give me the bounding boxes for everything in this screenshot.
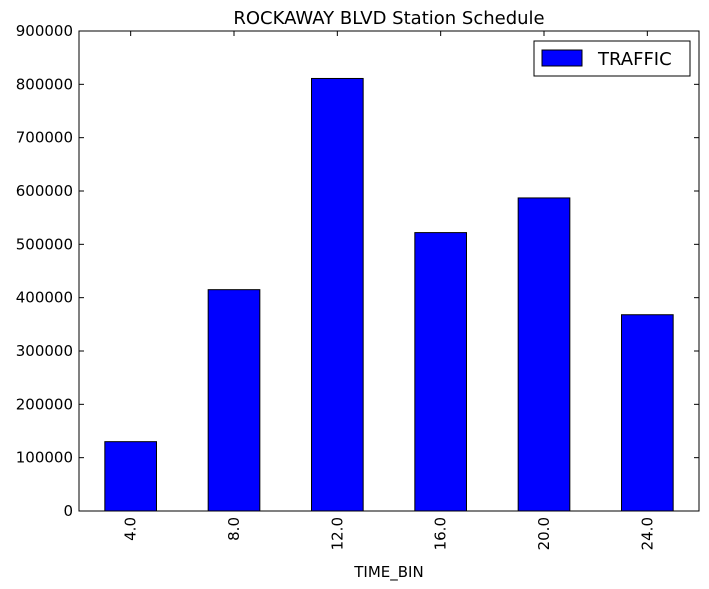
- y-tick-label: 400000: [16, 289, 73, 307]
- bar-16.0: [414, 232, 468, 512]
- y-tick-label: 900000: [16, 22, 73, 40]
- y-tick-label: 0: [63, 502, 73, 520]
- legend: TRAFFIC: [533, 40, 691, 77]
- x-axis: 4.0 8.0 12.0 16.0 20.0 24.0: [122, 31, 656, 550]
- y-tick-label: 300000: [16, 342, 73, 360]
- y-tick-label: 500000: [16, 235, 73, 253]
- bar-24.0: [621, 314, 674, 512]
- y-tick-label: 100000: [16, 449, 73, 467]
- x-tick-label: 12.0: [328, 517, 346, 550]
- bar-12.0: [311, 77, 364, 512]
- x-tick-label: 24.0: [638, 517, 656, 550]
- x-tick-label: 4.0: [122, 517, 140, 541]
- y-tick-label: 600000: [16, 182, 73, 200]
- x-tick-label: 20.0: [535, 517, 553, 550]
- y-tick-label: 700000: [16, 129, 73, 147]
- chart-title: ROCKAWAY BLVD Station Schedule: [233, 8, 544, 29]
- legend-label: TRAFFIC: [597, 49, 672, 70]
- x-axis-title: TIME_BIN: [353, 563, 423, 582]
- bars: [104, 77, 674, 512]
- y-tick-label: 200000: [16, 395, 73, 413]
- x-tick-label: 8.0: [225, 517, 243, 541]
- y-tick-label: 800000: [16, 75, 73, 93]
- legend-swatch: [541, 49, 583, 67]
- plot-frame: [78, 30, 700, 512]
- bar-8.0: [207, 289, 261, 512]
- bar-4.0: [104, 441, 158, 512]
- y-axis: 0 100000 200000 300000 400000 500000 600000 700…: [16, 22, 699, 520]
- x-tick-label: 16.0: [432, 517, 450, 550]
- bar-20.0: [517, 197, 571, 512]
